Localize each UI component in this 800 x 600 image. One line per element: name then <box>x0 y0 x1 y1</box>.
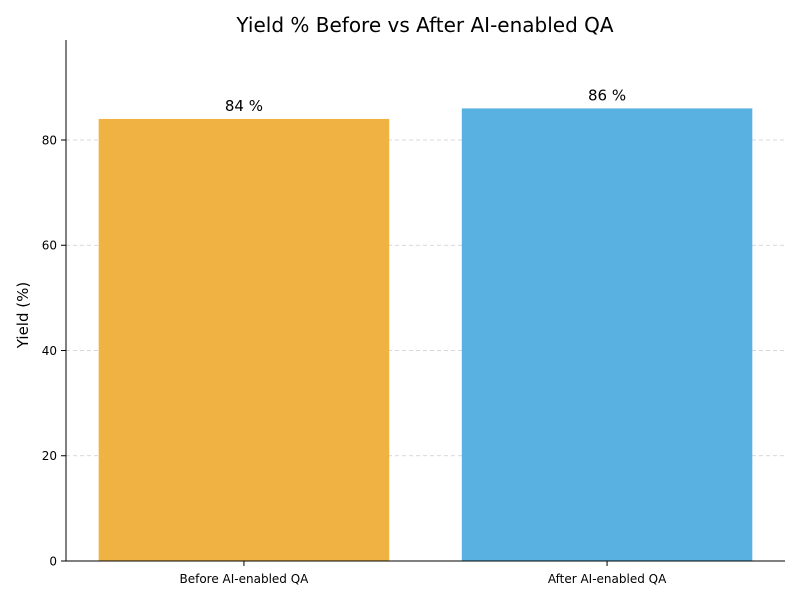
bar-value-label: 84 % <box>225 97 263 115</box>
bars <box>98 108 753 562</box>
labels: 0 20 40 60 80 84 % Before AI-enabled QA 86 % Aft… <box>42 86 667 586</box>
y-tick-label: 80 <box>42 133 57 147</box>
y-axis-label: Yield (%) <box>14 282 32 349</box>
y-tick-label: 40 <box>42 344 57 358</box>
x-tick-label: Before AI-enabled QA <box>179 572 309 586</box>
y-tick-label: 20 <box>42 449 57 463</box>
y-tick-label: 60 <box>42 239 57 253</box>
y-tick-label: 0 <box>49 555 57 569</box>
axes <box>61 40 785 566</box>
x-tick-label: After AI-enabled QA <box>548 572 667 586</box>
chart-title: Yield % Before vs After AI-enabled QA <box>235 13 613 37</box>
bar <box>461 108 753 562</box>
bar <box>98 118 390 561</box>
bar-value-label: 86 % <box>588 86 626 104</box>
